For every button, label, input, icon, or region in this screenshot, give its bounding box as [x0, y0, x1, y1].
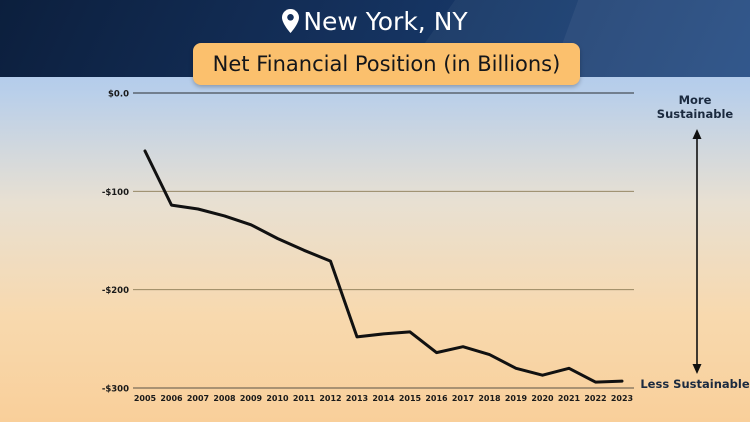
y-tick-label: -$300 — [102, 385, 129, 395]
x-tick-label: 2005 — [134, 394, 157, 403]
x-tick-label: 2014 — [372, 394, 395, 403]
x-tick-label: 2009 — [240, 394, 263, 403]
x-tick-label: 2021 — [558, 394, 581, 403]
data-point — [143, 149, 147, 153]
x-tick-label: 2011 — [293, 394, 316, 403]
data-point — [249, 223, 253, 226]
x-tick-label: 2023 — [611, 394, 633, 403]
x-tick-label: 2017 — [452, 394, 474, 403]
data-point — [594, 380, 597, 384]
x-tick-label: 2016 — [425, 394, 448, 403]
more-sustainable-label: More Sustainable — [656, 93, 734, 121]
data-point — [302, 249, 306, 252]
x-tick-label: 2012 — [319, 394, 341, 403]
data-point — [355, 335, 359, 339]
x-tick-label: 2013 — [346, 394, 368, 403]
data-point — [488, 353, 491, 356]
data-point — [461, 345, 465, 348]
data-point — [382, 332, 385, 336]
x-tick-label: 2015 — [399, 394, 422, 403]
data-point — [276, 237, 279, 240]
y-tick-label: -$200 — [102, 286, 129, 296]
chart-title: Net Financial Position (in Billions) — [193, 43, 580, 85]
x-tick-label: 2008 — [213, 394, 236, 403]
data-point — [567, 367, 571, 370]
data-point — [541, 374, 544, 377]
x-tick-label: 2022 — [584, 394, 606, 403]
y-tick-label: -$100 — [102, 188, 129, 198]
less-sustainable-label: Less Sustainable — [640, 377, 750, 391]
x-tick-label: 2007 — [187, 394, 209, 403]
x-tick-label: 2018 — [478, 394, 501, 403]
x-tick-label: 2020 — [531, 394, 554, 403]
data-point — [223, 214, 226, 218]
x-tick-label: 2010 — [266, 394, 289, 403]
y-tick-label: $0.0 — [108, 90, 129, 100]
arrow-down-icon — [692, 364, 702, 374]
data-point — [170, 203, 173, 207]
x-tick-label: 2019 — [505, 394, 528, 403]
map-pin-icon — [282, 9, 300, 33]
data-point — [196, 207, 200, 211]
data-point — [408, 330, 412, 334]
x-tick-label: 2006 — [160, 394, 183, 403]
series-line — [143, 149, 624, 384]
data-point — [329, 259, 332, 263]
location-text: New York, NY — [303, 7, 468, 36]
location-heading: New York, NY — [0, 6, 750, 38]
data-point — [620, 379, 624, 383]
data-point — [514, 367, 518, 370]
arrow-up-icon — [692, 129, 702, 139]
data-point — [435, 351, 438, 354]
